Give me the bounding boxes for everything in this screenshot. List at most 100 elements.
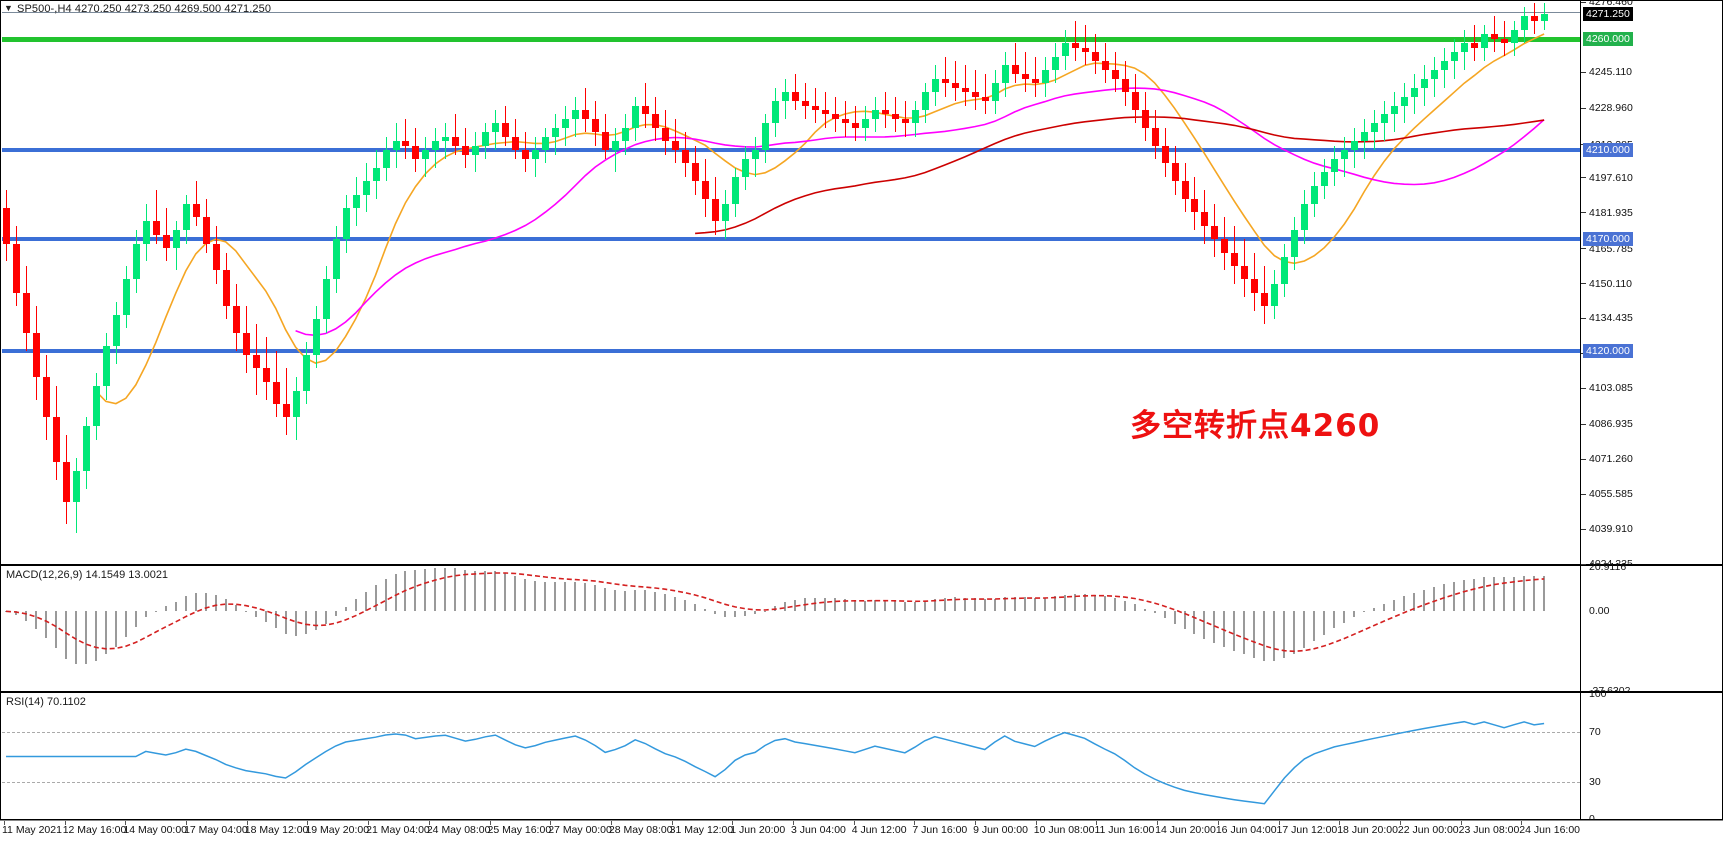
candle-body — [162, 234, 170, 249]
price-chart-panel[interactable]: 多空转折点4260 4276.4604245.1104228.9604212.3… — [0, 0, 1723, 570]
macd-histogram-bar — [54, 611, 57, 648]
candle-body — [3, 208, 10, 244]
level-line-4260[interactable] — [2, 36, 1580, 42]
price-axis-tick: 4150.110 — [1581, 278, 1632, 290]
level-line-4210[interactable] — [2, 148, 1580, 153]
price-y-axis[interactable]: 4276.4604245.1104228.9604212.3854197.610… — [1581, 0, 1722, 570]
candle-body — [52, 417, 60, 463]
time-axis-tick — [1217, 821, 1219, 825]
time-axis-tick — [853, 821, 855, 825]
time-axis-label: 1 Jun 20:00 — [730, 824, 786, 836]
macd-histogram-bar — [1353, 611, 1356, 618]
candle-body — [392, 141, 400, 151]
price-plot-area[interactable]: 多空转折点4260 — [2, 2, 1580, 564]
candle-body — [742, 158, 750, 177]
time-axis-label: 18 Jun 20:00 — [1337, 824, 1398, 836]
candle-body — [772, 101, 780, 124]
candle-body — [242, 332, 250, 356]
macd-histogram-bar — [264, 611, 267, 623]
macd-label: MACD(12,26,9) 14.1549 13.0021 — [6, 569, 169, 581]
candle-body — [272, 381, 280, 405]
time-axis-tick — [550, 821, 552, 825]
chart-header-text: SP500-,H4 4270.250 4273.250 4269.500 427… — [17, 3, 272, 15]
price-axis-divider — [1580, 1, 1581, 564]
macd-histogram-bar — [544, 581, 547, 612]
macd-histogram-bar — [504, 572, 507, 612]
candle-body — [502, 123, 510, 137]
macd-indicator-panel[interactable]: MACD(12,26,9) 14.1549 13.0021 20.9116 0.0… — [0, 561, 1723, 697]
macd-histogram-bar — [873, 600, 876, 612]
candle-body — [891, 114, 899, 119]
price-tick-label: 4055.585 — [1589, 488, 1633, 501]
level-line-4170[interactable] — [2, 237, 1580, 242]
candle-body — [871, 109, 879, 119]
candle-body — [1381, 114, 1389, 124]
macd-histogram-bar — [474, 571, 477, 612]
candle-body — [1301, 203, 1309, 231]
rsi-plot-area[interactable] — [2, 694, 1580, 819]
candle-body — [692, 163, 700, 182]
candle-wick — [1504, 20, 1506, 57]
candle-body — [592, 118, 600, 133]
time-axis-tick — [307, 821, 309, 825]
macd-histogram-bar — [1333, 611, 1336, 629]
macd-histogram-bar — [1143, 608, 1146, 612]
macd-histogram-bar — [534, 580, 537, 612]
candle-body — [1161, 145, 1169, 164]
candle-body — [652, 114, 660, 128]
time-axis-tick — [1460, 821, 1462, 825]
macd-histogram-bar — [294, 611, 297, 636]
level-line-4271.25[interactable] — [2, 11, 1580, 13]
macd-histogram-bar — [1523, 575, 1526, 612]
macd-histogram-bar — [414, 570, 417, 612]
macd-plot-area[interactable] — [2, 567, 1580, 691]
level-line-4120[interactable] — [2, 348, 1580, 353]
candle-body — [971, 92, 979, 97]
candle-wick — [155, 190, 157, 244]
macd-histogram-bar — [963, 597, 966, 612]
macd-histogram-bar — [1453, 581, 1456, 612]
macd-histogram-bar — [1423, 589, 1426, 612]
macd-histogram-bar — [1363, 611, 1366, 613]
candle-body — [522, 150, 530, 159]
time-axis-tick — [489, 821, 491, 825]
candle-body — [1341, 150, 1349, 159]
macd-histogram-bar — [1413, 592, 1416, 612]
time-axis-label: 14 Jun 20:00 — [1155, 824, 1216, 836]
support-level-tag-4210[interactable]: 4210.000 — [1583, 143, 1633, 158]
rsi-y-axis: 100 70 30 0 — [1581, 688, 1722, 825]
candle-body — [142, 221, 150, 244]
candle-body — [1241, 265, 1249, 280]
macd-axis-divider — [1580, 566, 1581, 691]
support-level-tag-4170[interactable]: 4170.000 — [1583, 232, 1633, 247]
collapse-triangle-icon[interactable]: ▼ — [4, 3, 14, 13]
candle-body — [1471, 43, 1479, 48]
candle-wick — [984, 74, 986, 115]
support-level-tag-4120[interactable]: 4120.000 — [1583, 343, 1633, 358]
time-axis-label: 7 Jun 16:00 — [912, 824, 968, 836]
macd-histogram-bar — [933, 598, 936, 612]
candle-wick — [974, 69, 976, 110]
candle-body — [1061, 43, 1069, 57]
macd-histogram-bar — [1113, 598, 1116, 612]
candle-body — [582, 109, 590, 119]
rsi-indicator-panel[interactable]: RSI(14) 70.1102 100 70 30 0 — [0, 688, 1723, 825]
macd-histogram-bar — [14, 611, 17, 615]
current-price-tag[interactable]: 4271.250 — [1583, 6, 1633, 21]
resistance-level-tag[interactable]: 4260.000 — [1583, 31, 1633, 46]
macd-histogram-bar — [1273, 611, 1276, 661]
candle-body — [382, 150, 390, 168]
candle-body — [1101, 60, 1109, 70]
macd-histogram-bar — [1193, 611, 1196, 634]
candle-wick — [1494, 16, 1496, 53]
macd-histogram-bar — [1343, 611, 1346, 623]
time-axis-label: 19 May 20:00 — [305, 824, 370, 836]
macd-histogram-bar — [704, 608, 707, 612]
candle-body — [62, 462, 70, 503]
time-axis-tick — [428, 821, 430, 825]
candle-body — [122, 279, 130, 315]
macd-histogram-bar — [993, 598, 996, 612]
candle-body — [1371, 123, 1379, 133]
time-axis[interactable]: 11 May 2021 12 May 16:00 14 May 00:00 17 Ma… — [0, 820, 1723, 841]
